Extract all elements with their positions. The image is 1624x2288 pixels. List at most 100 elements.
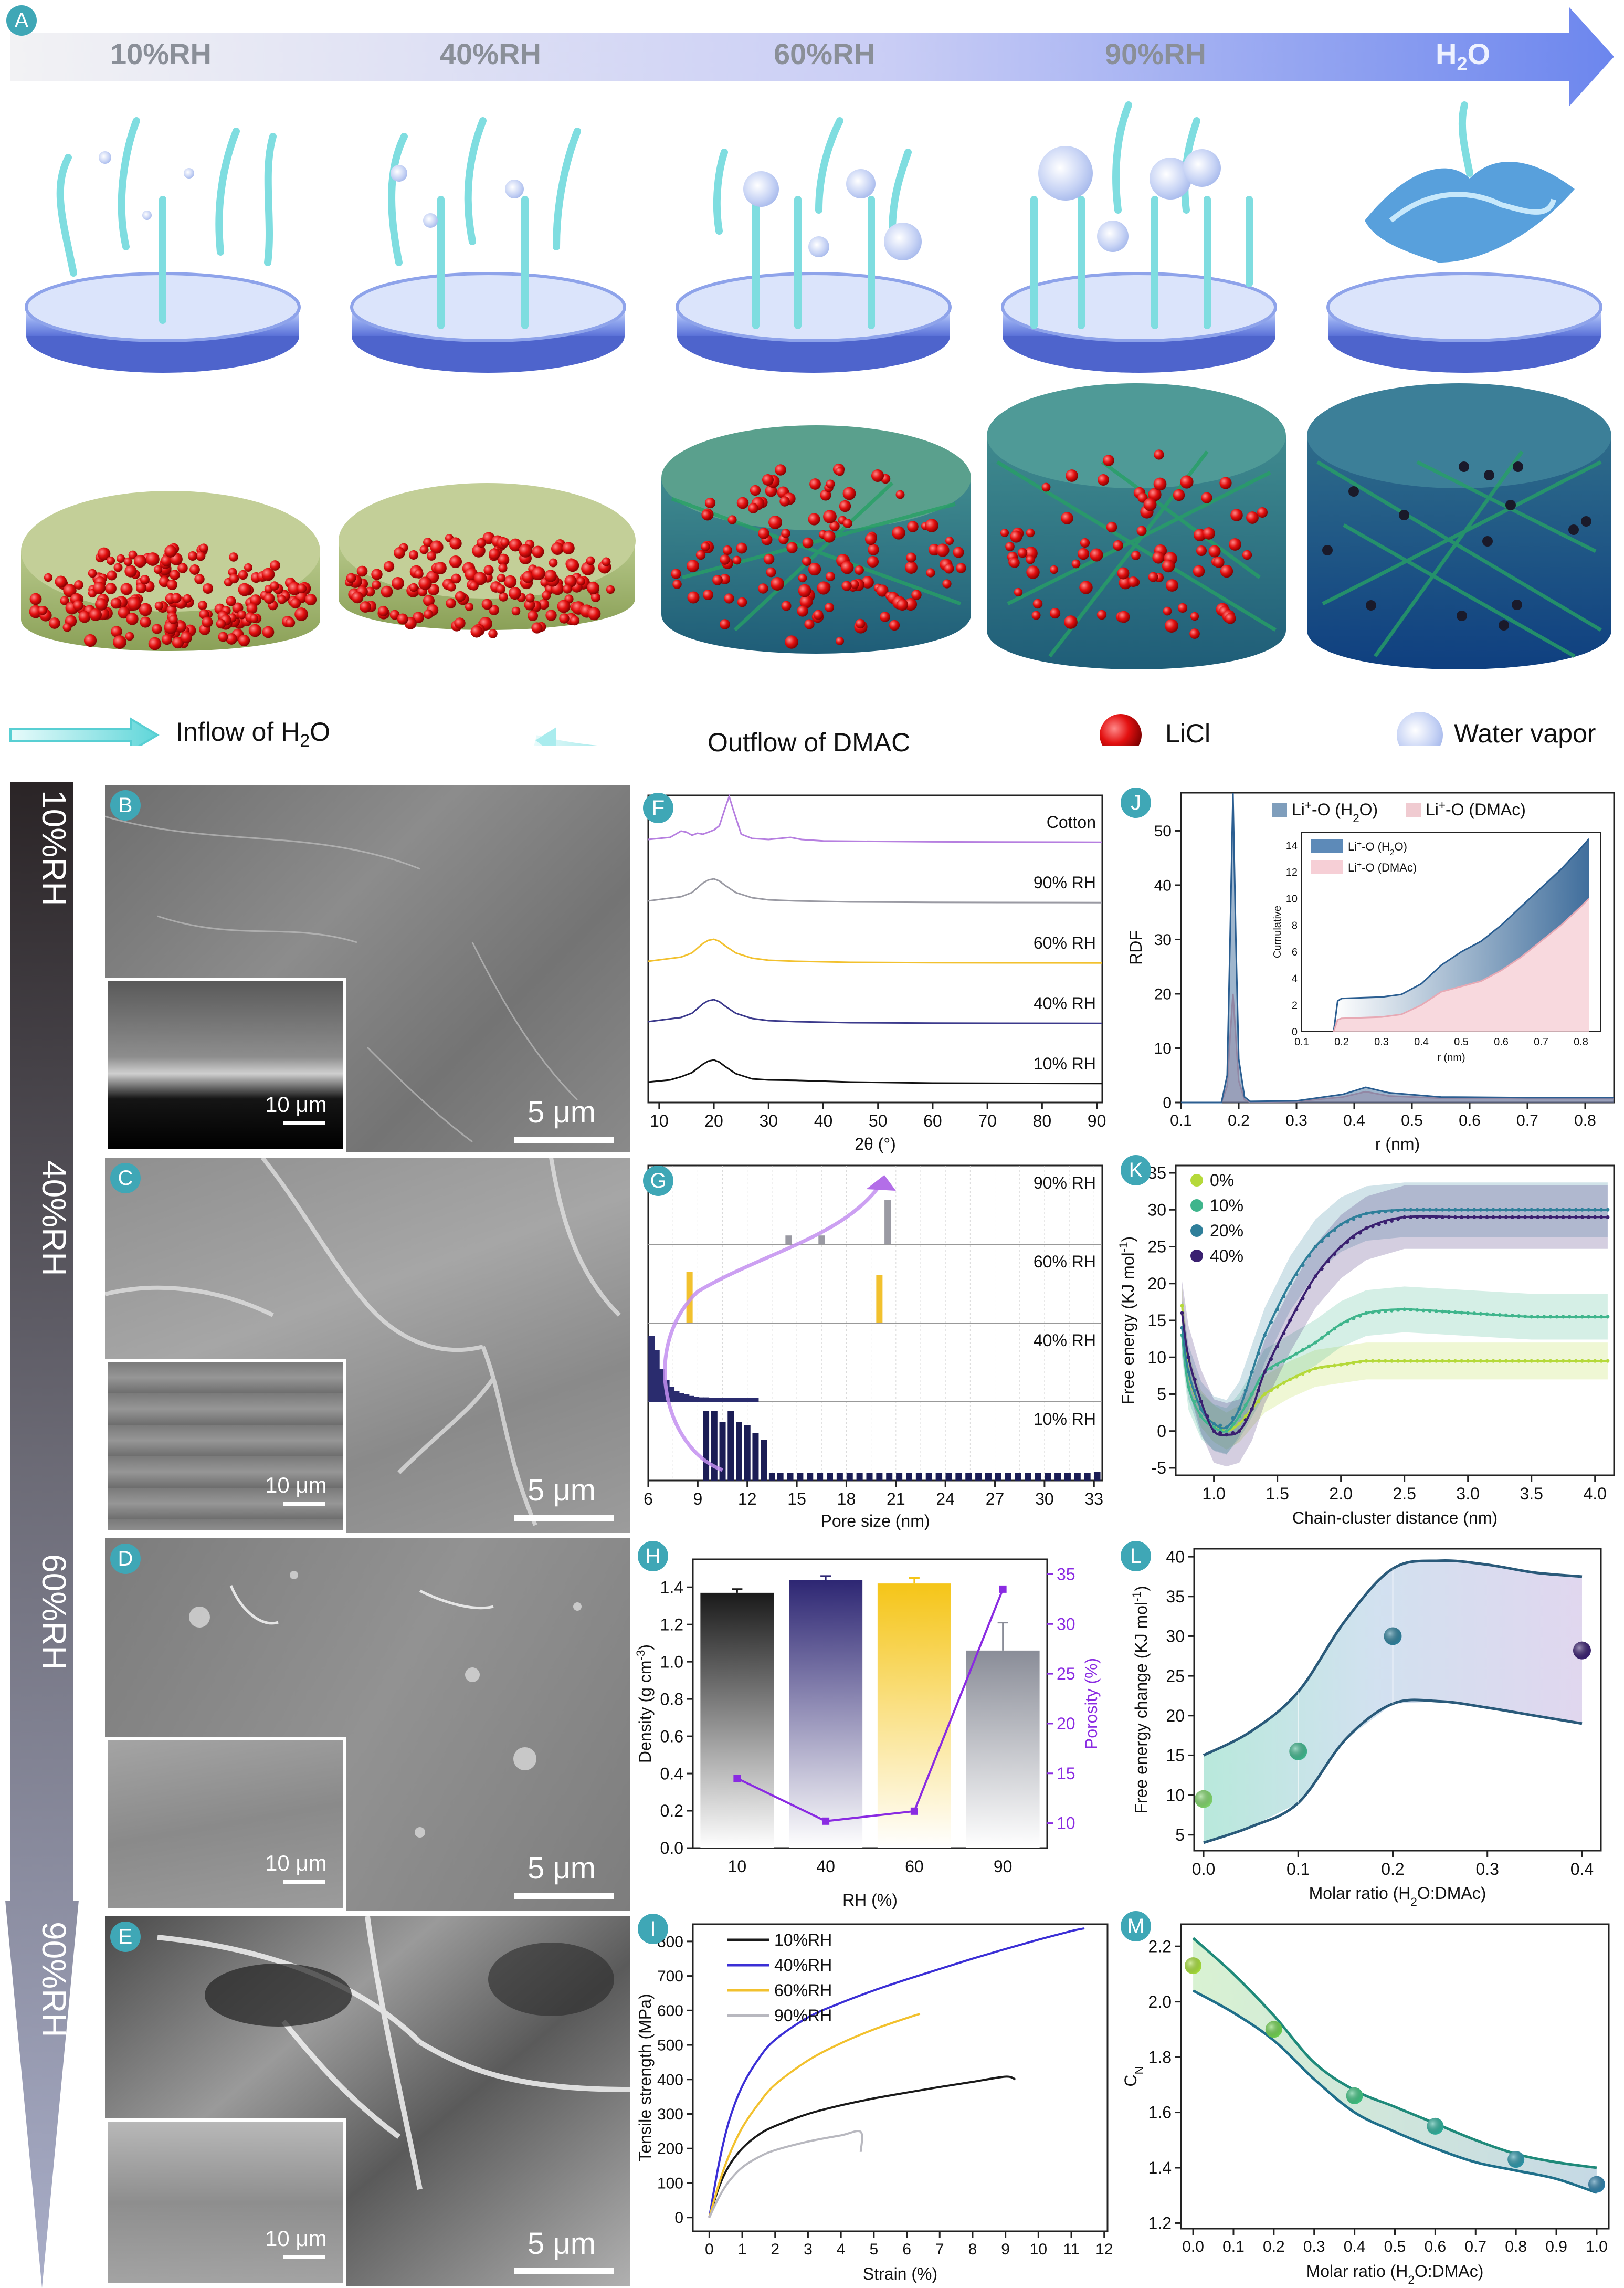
series-marker	[1231, 1431, 1235, 1435]
pore-bar	[935, 1473, 942, 1481]
series-marker	[1453, 1215, 1457, 1219]
licl-bead	[722, 545, 733, 555]
licl-bead	[702, 589, 714, 601]
series-marker	[1516, 1314, 1521, 1318]
licl-bead	[750, 485, 761, 496]
licl-bead	[1103, 455, 1114, 466]
series-marker	[1352, 1361, 1356, 1365]
pore-bar	[742, 1398, 749, 1402]
series-marker	[1415, 1215, 1419, 1219]
x-axis-label: RH (%)	[842, 1891, 898, 1909]
series-marker	[1345, 1240, 1349, 1244]
water-vapor-icon	[1397, 712, 1443, 746]
series-marker	[1567, 1315, 1572, 1319]
water-splash	[1365, 161, 1575, 263]
water-condition-label: H2O	[1436, 37, 1491, 75]
legend-label: 40%RH	[774, 1956, 832, 1975]
licl-bead	[925, 519, 938, 532]
panel-e-badge: E	[110, 1922, 141, 1952]
series-marker	[1580, 1315, 1584, 1319]
density-bar	[877, 1583, 951, 1848]
licl-bead	[1203, 527, 1215, 540]
licl-bead	[434, 562, 447, 574]
series-marker	[1447, 1359, 1451, 1363]
licl-bead	[164, 545, 177, 558]
licl-bead	[906, 552, 916, 563]
data-point-highlight	[1346, 2087, 1363, 2104]
y-tick-label: 30	[1154, 931, 1172, 949]
series-line	[648, 794, 1103, 843]
y-tick-label: 25	[1147, 1237, 1166, 1256]
licl-bead	[562, 542, 575, 554]
series-marker	[1523, 1359, 1527, 1363]
licl-bead	[855, 618, 866, 629]
legend-label: 10%RH	[774, 1930, 832, 1949]
series-marker	[1250, 1392, 1254, 1396]
licl-bead	[1106, 521, 1117, 533]
series-marker	[1536, 1359, 1540, 1363]
inset-x-tick-label: 0.6	[1494, 1036, 1509, 1048]
pore-bar	[1054, 1473, 1061, 1481]
licl-bead	[226, 596, 236, 606]
series-marker	[1383, 1359, 1387, 1363]
licl-bead	[430, 540, 444, 554]
series-marker	[1561, 1359, 1565, 1363]
licl-bead	[470, 625, 483, 638]
x-axis-label: r (nm)	[1375, 1135, 1420, 1153]
pore-bar	[736, 1422, 742, 1481]
licl-bead	[942, 579, 952, 589]
licl-bead	[720, 554, 730, 565]
pore-bar	[708, 1398, 714, 1402]
licl-bead	[825, 603, 834, 612]
y-tick-label: 5	[1175, 1825, 1185, 1844]
licl-bead	[455, 591, 466, 602]
licl-bead	[781, 601, 792, 611]
data-point-highlight	[1573, 1641, 1591, 1660]
licl-bead	[110, 597, 122, 609]
licl-bead	[1152, 551, 1165, 564]
series-marker	[1193, 1400, 1197, 1404]
x-tick-label: 10	[728, 1857, 747, 1876]
series-marker	[1345, 1319, 1349, 1324]
licl-bead	[1066, 469, 1078, 482]
pore-bar	[886, 1473, 893, 1481]
licl-bead	[297, 583, 307, 594]
licl-bead	[294, 607, 308, 621]
licl-bead	[423, 595, 435, 606]
series-marker	[1447, 1208, 1451, 1212]
row-label: 40% RH	[1034, 1331, 1096, 1350]
pore-bar	[727, 1398, 734, 1402]
series-marker	[1409, 1308, 1413, 1312]
licl-bead	[1014, 587, 1023, 597]
series-marker	[1383, 1309, 1387, 1313]
legend-inflow: Inflow of H2O	[176, 717, 331, 751]
series-marker	[1460, 1359, 1464, 1363]
x-tick-label: 10	[650, 1111, 669, 1130]
licl-bead	[1230, 509, 1243, 521]
series-marker	[1421, 1308, 1426, 1313]
licl-bead	[414, 569, 424, 579]
series-marker	[1199, 1407, 1203, 1411]
panel-a-illustration	[9, 7, 1614, 746]
y-axis-label: RDF	[1126, 930, 1145, 965]
licl-bead	[905, 561, 918, 574]
licl-bead	[238, 634, 250, 647]
licl-bead	[170, 570, 180, 580]
licl-bead	[1148, 572, 1158, 582]
series-marker	[1498, 1359, 1502, 1363]
pore-bar	[653, 1350, 660, 1402]
inset-legend-swatch	[1311, 860, 1343, 874]
licl-bead	[499, 592, 508, 602]
licl-bead	[835, 467, 845, 476]
licl-bead	[423, 538, 433, 547]
series-marker	[1288, 1282, 1292, 1286]
inset-y-tick-label: 0	[1292, 1026, 1298, 1038]
licl-bead	[55, 575, 67, 588]
licl-bead	[864, 533, 877, 545]
series-marker	[1389, 1308, 1394, 1313]
series-marker	[1313, 1245, 1317, 1249]
vapor-bubbles	[99, 146, 1221, 260]
y-tick-label: 50	[1154, 823, 1172, 840]
pore-bar	[785, 1235, 792, 1244]
